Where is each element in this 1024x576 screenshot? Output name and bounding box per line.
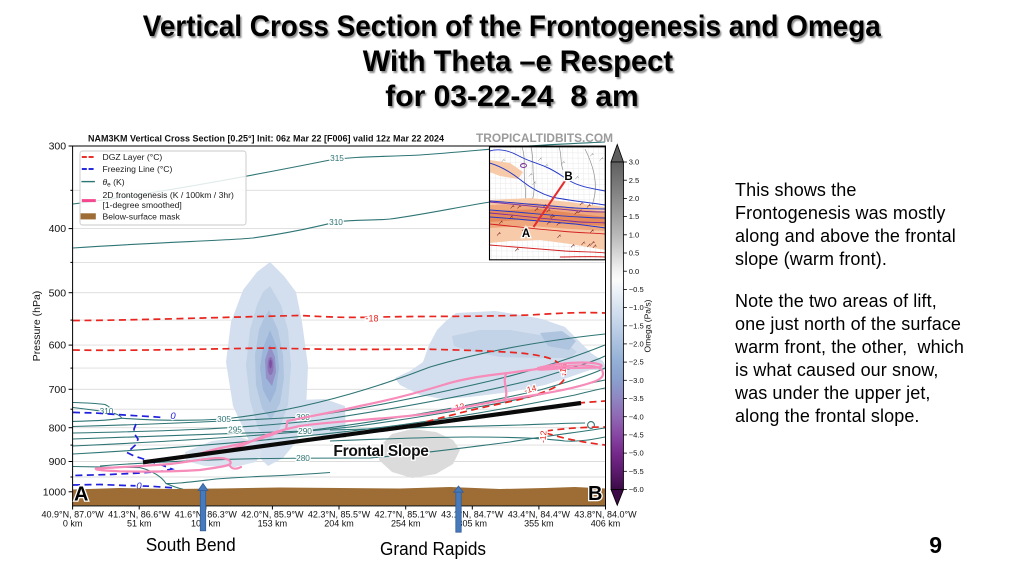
- svg-text:−5.0: −5.0: [629, 449, 644, 458]
- svg-text:A: A: [74, 484, 88, 506]
- svg-text:700: 700: [49, 384, 67, 396]
- svg-text:41.3°N, 86.6°W: 41.3°N, 86.6°W: [108, 510, 171, 520]
- svg-text:2.5: 2.5: [629, 176, 640, 185]
- svg-text:NAM3KM Vertical Cross Section: NAM3KM Vertical Cross Section [0.25°] In…: [88, 134, 445, 144]
- svg-text:−1.5: −1.5: [629, 321, 644, 330]
- svg-text:Freezing Line (°C): Freezing Line (°C): [103, 164, 173, 174]
- svg-text:2.0: 2.0: [629, 194, 640, 203]
- svg-text:B: B: [564, 171, 572, 183]
- svg-text:South Bend: South Bend: [146, 535, 236, 555]
- svg-text:1000: 1000: [43, 486, 67, 498]
- svg-text:3.0: 3.0: [629, 158, 640, 167]
- svg-text:−4.0: −4.0: [629, 412, 644, 421]
- svg-text:153 km: 153 km: [258, 519, 288, 529]
- svg-text:800: 800: [49, 422, 67, 434]
- svg-text:−4.5: −4.5: [629, 431, 644, 440]
- svg-text:300: 300: [49, 141, 67, 153]
- svg-text:−6.0: −6.0: [629, 485, 644, 494]
- svg-text:305 km: 305 km: [458, 519, 488, 529]
- svg-text:0: 0: [170, 411, 176, 422]
- svg-text:43.1°N, 84.7°W: 43.1°N, 84.7°W: [441, 510, 504, 520]
- svg-text:−2.5: −2.5: [629, 358, 644, 367]
- svg-text:θe (K): θe (K): [103, 177, 125, 189]
- svg-text:43.4°N, 84.4°W: 43.4°N, 84.4°W: [508, 510, 571, 520]
- svg-text:Frontal Slope: Frontal Slope: [333, 443, 429, 460]
- svg-text:-12: -12: [537, 430, 548, 443]
- svg-text:51 km: 51 km: [127, 519, 152, 529]
- svg-text:A: A: [522, 228, 530, 240]
- svg-text:500: 500: [49, 287, 67, 299]
- svg-text:1.0: 1.0: [629, 230, 640, 239]
- svg-text:254 km: 254 km: [391, 519, 421, 529]
- svg-text:42.7°N, 85.1°W: 42.7°N, 85.1°W: [375, 510, 438, 520]
- svg-text:900: 900: [49, 456, 67, 468]
- svg-text:280: 280: [296, 453, 310, 463]
- svg-text:[1-degree smoothed]: [1-degree smoothed]: [103, 200, 182, 210]
- svg-text:Omega (Pa/s): Omega (Pa/s): [643, 299, 653, 352]
- svg-text:42.3°N, 85.5°W: 42.3°N, 85.5°W: [308, 510, 371, 520]
- svg-text:Below-surface mask: Below-surface mask: [103, 212, 181, 222]
- svg-text:1.5: 1.5: [629, 212, 640, 221]
- svg-text:B: B: [588, 483, 602, 505]
- svg-text:0.5: 0.5: [629, 249, 640, 258]
- svg-text:DGZ Layer (°C): DGZ Layer (°C): [103, 152, 163, 162]
- svg-text:43.8°N, 84.0°W: 43.8°N, 84.0°W: [574, 510, 637, 520]
- svg-text:Pressure (hPa): Pressure (hPa): [31, 291, 43, 362]
- svg-text:2D frontogenesis (K / 100km /: 2D frontogenesis (K / 100km / 3hr): [103, 190, 234, 200]
- svg-text:600: 600: [49, 340, 67, 352]
- svg-text:400: 400: [49, 223, 67, 235]
- svg-text:315: 315: [330, 153, 344, 163]
- svg-text:−2.0: −2.0: [629, 340, 644, 349]
- svg-text:−0.5: −0.5: [629, 285, 644, 294]
- svg-text:−1.0: −1.0: [629, 303, 644, 312]
- svg-text:−3.0: −3.0: [629, 376, 644, 385]
- svg-text:0: 0: [136, 481, 142, 492]
- svg-text:310: 310: [329, 217, 343, 227]
- svg-text:355 km: 355 km: [524, 519, 554, 529]
- svg-text:406 km: 406 km: [591, 519, 621, 529]
- svg-text:9: 9: [929, 532, 942, 558]
- svg-text:295: 295: [228, 425, 242, 435]
- svg-text:204 km: 204 km: [324, 519, 354, 529]
- svg-text:Grand Rapids: Grand Rapids: [380, 539, 486, 559]
- svg-text:40.9°N, 87.0°W: 40.9°N, 87.0°W: [41, 510, 104, 520]
- svg-text:TROPICALTIDBITS.COM: TROPICALTIDBITS.COM: [476, 133, 613, 145]
- svg-text:-14: -14: [523, 383, 538, 396]
- svg-text:−3.5: −3.5: [629, 394, 644, 403]
- svg-text:0 km: 0 km: [63, 519, 83, 529]
- svg-text:−5.5: −5.5: [629, 467, 644, 476]
- svg-text:305: 305: [217, 414, 231, 424]
- svg-text:42.0°N, 85.9°W: 42.0°N, 85.9°W: [241, 510, 304, 520]
- svg-text:290: 290: [298, 426, 312, 436]
- svg-text:-18: -18: [365, 314, 378, 324]
- svg-text:0.0: 0.0: [629, 267, 640, 276]
